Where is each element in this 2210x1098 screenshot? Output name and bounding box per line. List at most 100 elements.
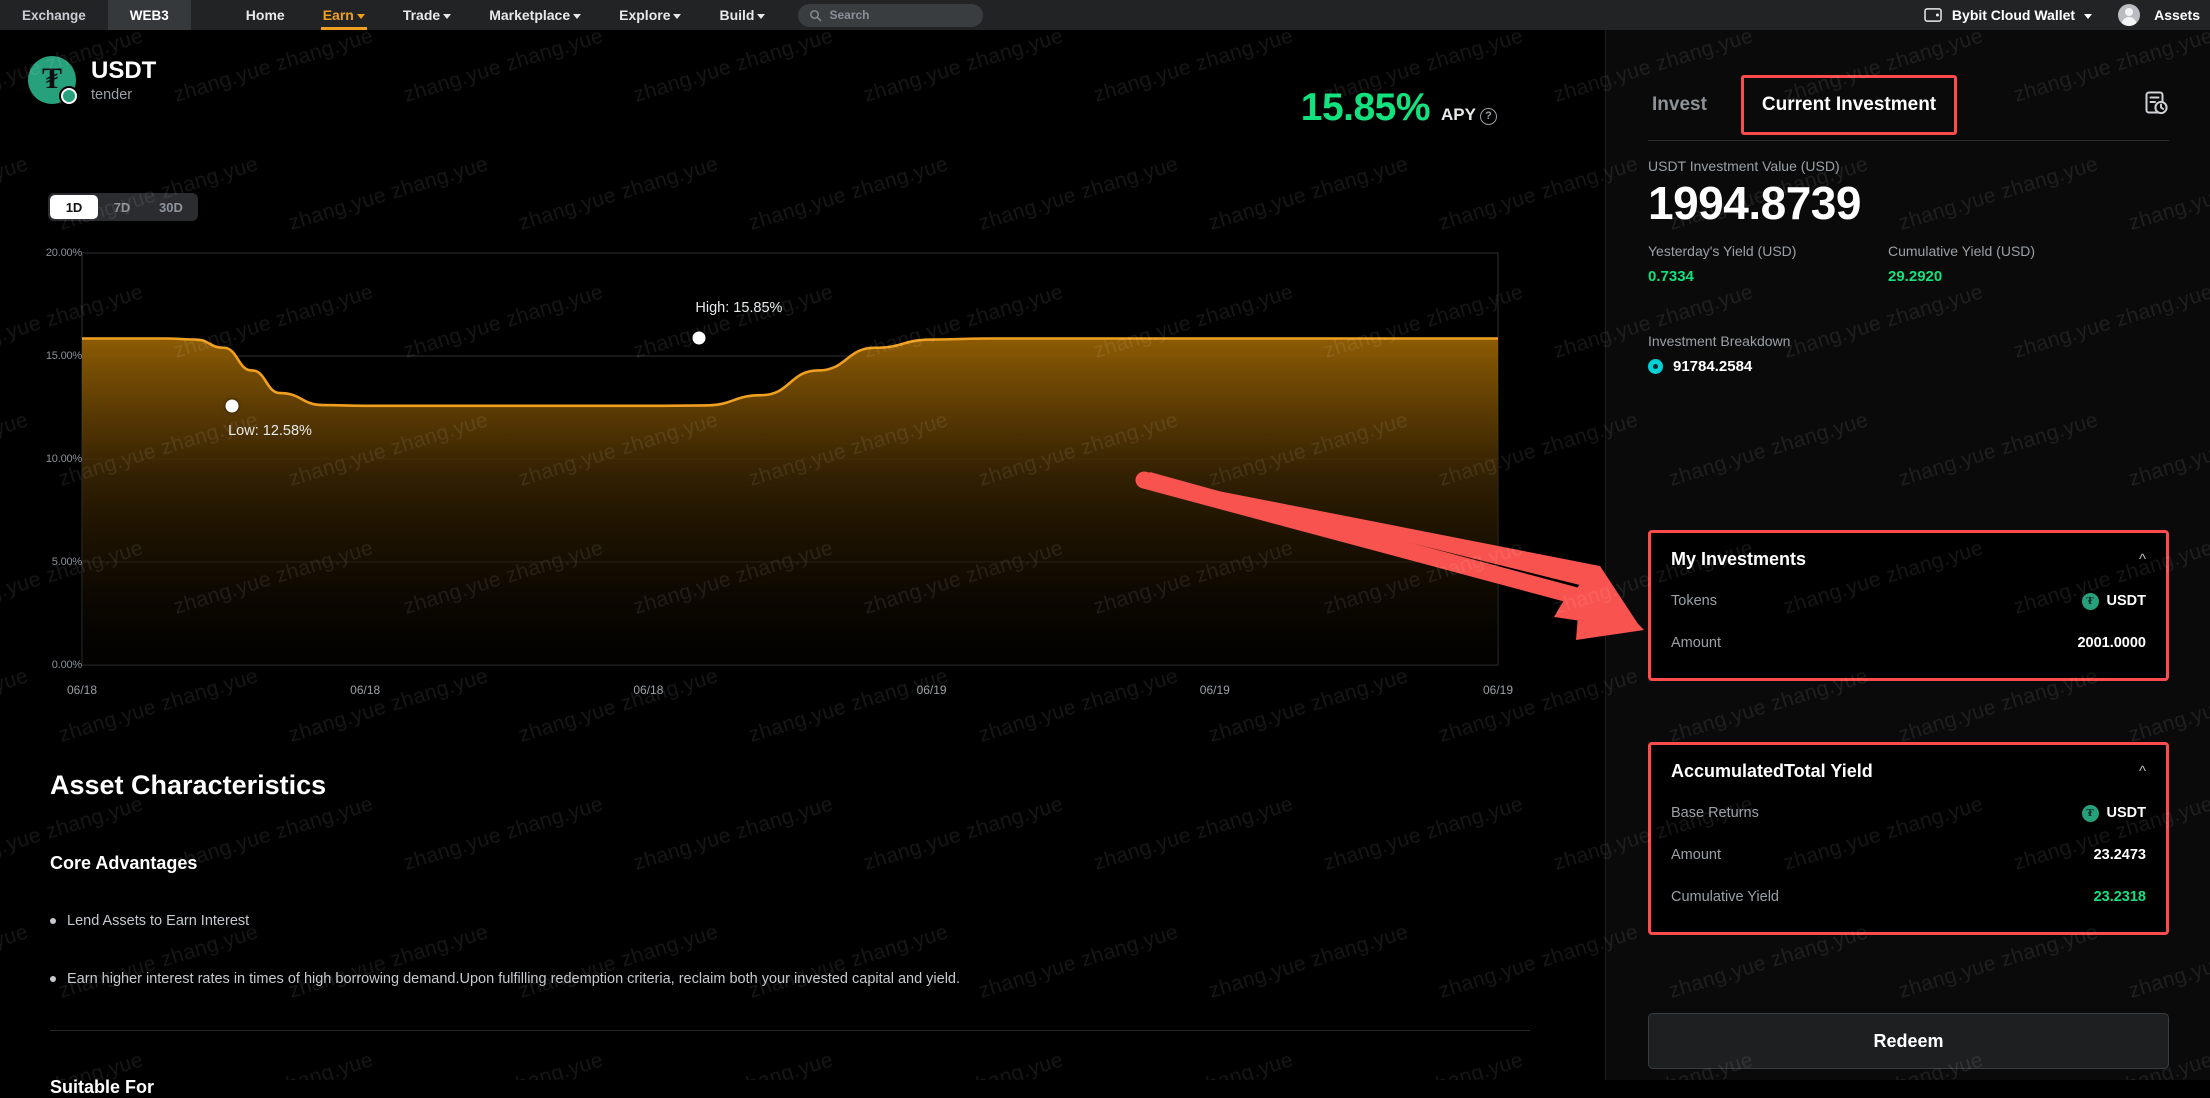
asset-symbol: USDT [91, 57, 156, 85]
chart-low-label: Low: 12.58% [228, 423, 312, 439]
nav-link-build[interactable]: Build [700, 0, 784, 30]
tether-glyph: ₮ [42, 64, 62, 94]
tab-current-investment[interactable]: Current Investment [1758, 84, 1940, 126]
chevron-down-icon [573, 14, 581, 19]
advantages-list: Lend Assets to Earn Interest Earn higher … [50, 911, 1530, 990]
chevron-down-icon [757, 14, 765, 19]
my-investments-rows: Tokens ₮ USDT Amount 2001.0000 [1671, 580, 2146, 664]
my-investments-title: My Investments [1671, 549, 1806, 570]
investment-breakdown-value: 91784.2584 [1673, 358, 1752, 375]
tab-invest[interactable]: Invest [1648, 84, 1711, 126]
range-button-1d[interactable]: 1D [50, 195, 98, 219]
redeem-button[interactable]: Redeem [1648, 1013, 2169, 1069]
cumulative-yield-value: 29.2920 [1888, 268, 1942, 285]
asset-characteristics-section: Asset Characteristics Core Advantages Le… [50, 770, 1530, 1098]
panel-tabs: Invest Current Investment [1648, 75, 2169, 135]
apy-label-text: APY [1441, 105, 1476, 124]
advantage-text: Lend Assets to Earn Interest [67, 911, 249, 932]
y-axis-tick: 15.00% [46, 350, 82, 362]
yesterday-yield-value: 0.7334 [1648, 268, 1694, 285]
x-axis-tick: 06/19 [917, 683, 947, 697]
accumulated-yield-row: Base Returns ₮USDT [1671, 792, 2146, 834]
accumulated-yield-card: AccumulatedTotal Yield ^ Base Returns ₮US… [1648, 742, 2169, 935]
y-axis-tick: 5.00% [52, 556, 82, 568]
wallet-label: Bybit Cloud Wallet [1952, 7, 2075, 23]
accumulated-yield-row: Cumulative Yield 23.2318 [1671, 876, 2146, 918]
search-placeholder: Search [829, 8, 869, 22]
cumulative-yield-label: Cumulative Yield (USD) [1888, 243, 2035, 259]
my-investments-row-value: 2001.0000 [2077, 635, 2146, 651]
my-investments-card: My Investments ^ Tokens ₮ USDT Amount 2001.0… [1648, 530, 2169, 681]
apy-display: 15.85% APY? [1301, 86, 1497, 130]
order-history-icon[interactable] [2143, 90, 2169, 121]
investment-breakdown-row: 91784.2584 [1648, 358, 1752, 375]
cloud-wallet-button[interactable]: Bybit Cloud Wallet [1912, 7, 2104, 23]
tab-current-investment-highlight: Current Investment [1741, 75, 1957, 135]
accumulated-yield-row-token: ₮USDT [2082, 805, 2146, 822]
location-pin-icon [1648, 359, 1663, 374]
nav-link-home[interactable]: Home [227, 0, 304, 30]
help-icon[interactable]: ? [1480, 108, 1497, 125]
accumulated-yield-row-key: Base Returns [1671, 805, 1759, 821]
chevron-down-icon [2084, 14, 2092, 19]
wallet-icon [1924, 7, 1943, 23]
my-investments-row-token: ₮ USDT [2082, 593, 2146, 610]
section-divider [50, 1030, 1530, 1031]
advantage-item: Earn higher interest rates in times of h… [50, 969, 1530, 990]
investment-value: 1994.8739 [1648, 176, 1861, 230]
advantage-item: Lend Assets to Earn Interest [50, 911, 1530, 932]
assets-link[interactable]: Assets [2154, 7, 2206, 23]
core-advantages-title: Core Advantages [50, 853, 1530, 874]
range-button-7d[interactable]: 7D [98, 195, 146, 219]
y-axis-tick: 20.00% [46, 247, 82, 259]
x-axis-tick: 06/19 [1483, 683, 1513, 697]
usdt-token-icon: ₮ [2082, 593, 2099, 610]
chevron-up-icon[interactable]: ^ [2139, 552, 2146, 567]
chart-high-marker [693, 332, 706, 345]
advantage-text: Earn higher interest rates in times of h… [67, 969, 960, 990]
nav-link-label: Earn [323, 7, 354, 23]
chevron-down-icon [443, 14, 451, 19]
segment-web3[interactable]: WEB3 [108, 0, 191, 30]
nav-link-explore[interactable]: Explore [600, 0, 700, 30]
nav-link-label: Trade [403, 7, 440, 23]
investment-side-panel: Invest Current Investment USDT Investmen… [1605, 30, 2210, 1080]
accumulated-yield-row-value: 23.2473 [2094, 847, 2146, 863]
nav-link-label: Explore [619, 7, 670, 23]
my-investments-row: Amount 2001.0000 [1671, 622, 2146, 664]
nav-link-earn[interactable]: Earn [304, 0, 384, 30]
segment-exchange[interactable]: Exchange [0, 0, 108, 30]
avatar[interactable] [2118, 4, 2140, 26]
nav-link-label: Marketplace [489, 7, 570, 23]
x-axis-tick: 06/18 [67, 683, 97, 697]
search-input[interactable]: Search [798, 4, 983, 27]
yesterday-yield-label: Yesterday's Yield (USD) [1648, 243, 1796, 259]
my-investments-row-key: Amount [1671, 635, 1721, 651]
accumulated-yield-header[interactable]: AccumulatedTotal Yield ^ [1671, 761, 2146, 782]
apy-value: 15.85% [1301, 86, 1430, 130]
investment-value-label: USDT Investment Value (USD) [1648, 158, 1840, 174]
bullet-icon [50, 918, 56, 924]
nav-link-trade[interactable]: Trade [384, 0, 470, 30]
bullet-icon [50, 976, 56, 982]
nav-link-marketplace[interactable]: Marketplace [470, 0, 600, 30]
section-title: Asset Characteristics [50, 770, 1530, 801]
my-investments-row-value: USDT [2107, 593, 2146, 609]
accumulated-yield-row-key: Cumulative Yield [1671, 889, 1779, 905]
accumulated-yield-row-value: 23.2318 [2094, 889, 2146, 905]
chart-high-label: High: 15.85% [695, 300, 782, 316]
range-button-30d[interactable]: 30D [146, 195, 196, 219]
main-nav-links: Home Earn Trade Marketplace Explore Build [227, 0, 785, 30]
investment-breakdown-label: Investment Breakdown [1648, 333, 1790, 349]
my-investments-row-key: Tokens [1671, 593, 1717, 609]
chevron-up-icon[interactable]: ^ [2139, 764, 2146, 779]
my-investments-header[interactable]: My Investments ^ [1671, 549, 2146, 570]
y-axis-tick: 10.00% [46, 453, 82, 465]
verified-badge-icon [59, 86, 79, 106]
